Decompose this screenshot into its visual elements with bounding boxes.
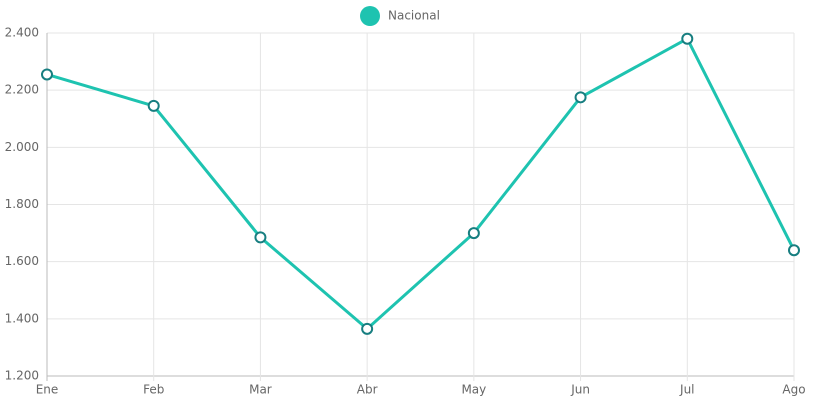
y-tick-label: 1.800: [5, 197, 39, 211]
x-tick-label: Abr: [357, 383, 378, 397]
data-point: [41, 68, 53, 81]
data-point: [361, 322, 374, 335]
y-tick-label: 2.000: [5, 140, 39, 154]
y-tick-label: 2.200: [5, 83, 39, 97]
x-tick-label: Mar: [249, 383, 272, 397]
data-point: [147, 99, 160, 112]
data-point: [254, 231, 267, 244]
x-tick-label: May: [461, 383, 486, 397]
x-tick-label: Jun: [570, 383, 590, 397]
y-tick-label: 2.400: [5, 26, 39, 40]
data-point: [467, 227, 480, 240]
data-point: [788, 244, 800, 257]
y-tick-label: 1.400: [5, 311, 39, 325]
y-tick-label: 1.200: [5, 369, 39, 383]
legend-label[interactable]: Nacional: [388, 9, 440, 23]
x-tick-label: Ago: [782, 383, 805, 397]
y-tick-label: 1.600: [5, 254, 39, 268]
data-point: [681, 32, 694, 45]
x-tick-label: Feb: [143, 383, 164, 397]
data-point: [574, 91, 587, 104]
x-tick-label: Jul: [679, 383, 694, 397]
series-line: [46, 37, 796, 331]
legend-swatch[interactable]: [360, 6, 380, 26]
x-tick-label: Ene: [36, 383, 59, 397]
